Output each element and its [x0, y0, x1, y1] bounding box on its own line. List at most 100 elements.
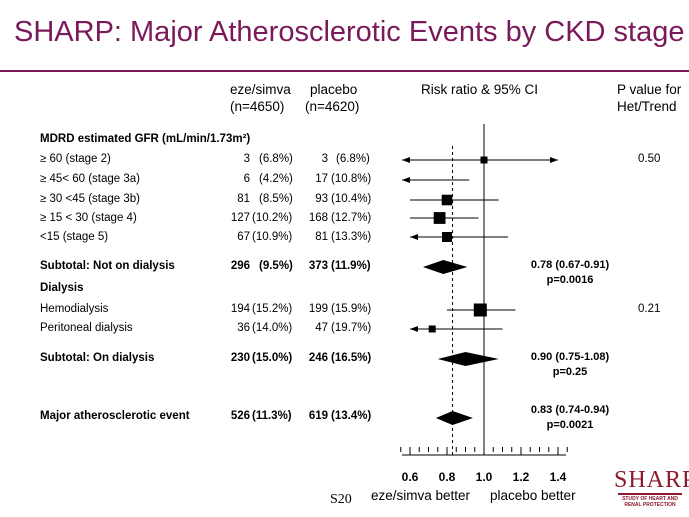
eze-count: 194: [230, 303, 250, 315]
result-estimate: 0.78 (0.67-0.91): [530, 259, 610, 271]
eze-pct: (10.9%): [252, 231, 293, 243]
placebo-count: 168: [308, 212, 328, 224]
placebo-count: 81: [315, 231, 328, 243]
result-pvalue: p=0.0021: [546, 419, 594, 431]
estimate-diamond: [437, 352, 499, 366]
eze-pct: (8.5%): [259, 193, 293, 205]
eze-count: 67: [237, 231, 250, 243]
header-risk-ratio: Risk ratio & 95% CI: [421, 82, 539, 97]
x-tick-label: 1.2: [512, 470, 530, 484]
row-label-subtotal-dialysis: Subtotal: On dialysis: [40, 352, 155, 364]
row-label-stage3a: ≥ 45< 60 (stage 3a): [40, 173, 140, 185]
logo-wordmark: SHARP: [614, 467, 689, 493]
section-dialysis: Dialysis: [40, 282, 84, 294]
estimate-diamond: [435, 411, 473, 425]
slide-number: S20: [330, 492, 352, 507]
placebo-count: 93: [315, 193, 328, 205]
x-tick-label: 0.6: [401, 470, 419, 484]
placebo-pct: (13.4%): [331, 410, 372, 422]
ci-arrow-left: [402, 157, 410, 163]
ci-arrow-right: [550, 157, 558, 163]
section-mdrd: MDRD estimated GFR (mL/min/1.73m²): [40, 133, 251, 145]
logo-subtitle-1: STUDY OF HEART AND: [622, 496, 678, 502]
estimate-diamond: [422, 260, 468, 274]
placebo-pct: (16.5%): [331, 352, 372, 364]
row-label-major-event: Major atherosclerotic event: [40, 410, 190, 422]
ci-arrow-left: [402, 177, 410, 183]
slide-title: SHARP: Major Atherosclerotic Events by C…: [14, 16, 685, 48]
placebo-count: 47: [315, 322, 328, 334]
placebo-pct: (13.3%): [331, 231, 372, 243]
placebo-count: 246: [308, 352, 328, 364]
placebo-count: 3: [321, 153, 328, 165]
eze-count: 296: [230, 260, 250, 272]
row-label-hemodialysis: Hemodialysis: [40, 303, 109, 315]
estimate-square: [473, 303, 487, 317]
placebo-count: 619: [308, 410, 328, 422]
eze-pct: (4.2%): [259, 173, 293, 185]
row-label-stage3b: ≥ 30 <45 (stage 3b): [40, 193, 140, 205]
x-tick-label: 1.0: [475, 470, 493, 484]
result-pvalue: p=0.25: [552, 366, 588, 378]
eze-count: 6: [243, 173, 250, 185]
header-ezesimva: eze/simva: [230, 82, 291, 97]
placebo-pct: (6.8%): [336, 153, 370, 165]
estimate-square: [442, 232, 452, 242]
header-ezesimva-n: (n=4650): [230, 99, 285, 114]
row-label-stage5: <15 (stage 5): [40, 231, 109, 243]
axis-label-right: placebo better: [490, 488, 576, 503]
header-placebo-n: (n=4620): [305, 99, 360, 114]
eze-pct: (6.8%): [259, 153, 293, 165]
result-major-event: 0.83 (0.74-0.94) p=0.0021: [520, 403, 620, 433]
eze-pct: (15.0%): [252, 352, 293, 364]
logo-subtitle-2: RENAL PROTECTION: [624, 502, 676, 508]
placebo-count: 373: [308, 260, 328, 272]
header-pvalue-line1: P value for: [617, 82, 682, 97]
estimate-square: [433, 212, 446, 224]
eze-count: 3: [243, 153, 250, 165]
header-pvalue-line2: Het/Trend: [617, 99, 677, 114]
sharp-logo: SHARP STUDY OF HEART AND RENAL PROTECTIO…: [614, 467, 689, 514]
eze-pct: (14.0%): [252, 322, 293, 334]
placebo-pct: (12.7%): [331, 212, 372, 224]
title-divider: [0, 70, 689, 72]
placebo-count: 17: [315, 173, 328, 185]
eze-pct: (9.5%): [259, 260, 293, 272]
eze-count: 36: [237, 322, 250, 334]
result-pvalue: p=0.0016: [546, 274, 594, 286]
placebo-pct: (10.4%): [331, 193, 372, 205]
eze-pct: (15.2%): [252, 303, 293, 315]
row-label-subtotal-not-dialysis: Subtotal: Not on dialysis: [40, 260, 175, 272]
placebo-pct: (19.7%): [331, 322, 372, 334]
result-estimate: 0.90 (0.75-1.08): [530, 351, 610, 363]
header-placebo: placebo: [310, 82, 358, 97]
ci-arrow-left: [410, 234, 418, 240]
eze-count: 230: [230, 352, 250, 364]
eze-count: 81: [237, 193, 250, 205]
placebo-pct: (15.9%): [331, 303, 372, 315]
pvalue-mdrd: 0.50: [638, 153, 661, 165]
result-estimate: 0.83 (0.74-0.94): [530, 404, 610, 416]
estimate-square: [480, 156, 488, 164]
row-label-peritoneal: Peritoneal dialysis: [40, 322, 133, 334]
result-not-dialysis: 0.78 (0.67-0.91) p=0.0016: [520, 258, 620, 288]
result-on-dialysis: 0.90 (0.75-1.08) p=0.25: [520, 350, 620, 380]
logo-rule: [618, 493, 682, 495]
row-label-stage4: ≥ 15 < 30 (stage 4): [40, 212, 137, 224]
eze-count: 526: [230, 410, 250, 422]
pvalue-dialysis: 0.21: [638, 303, 661, 315]
estimate-square: [428, 325, 436, 333]
eze-pct: (10.2%): [252, 212, 293, 224]
eze-count: 127: [230, 212, 250, 224]
x-tick-label: 1.4: [549, 470, 567, 484]
placebo-pct: (10.8%): [331, 173, 372, 185]
axis-label-left: eze/simva better: [371, 488, 471, 503]
row-label-stage2: ≥ 60 (stage 2): [40, 153, 111, 165]
placebo-count: 199: [308, 303, 328, 315]
estimate-square: [441, 194, 453, 206]
placebo-pct: (11.9%): [331, 260, 371, 272]
x-tick-label: 0.8: [438, 470, 456, 484]
ci-arrow-left: [410, 326, 418, 332]
eze-pct: (11.3%): [252, 410, 292, 422]
